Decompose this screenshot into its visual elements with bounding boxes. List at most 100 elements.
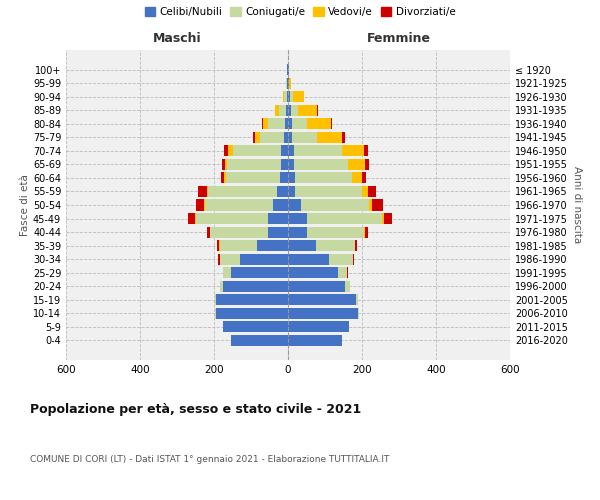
Bar (220, 280, 223, 292)
Bar (382, 213, 384, 224)
Bar (216, 294, 288, 306)
Bar (288, 322, 349, 332)
Bar (288, 294, 356, 306)
Bar (292, 118, 307, 130)
Bar (268, 118, 285, 130)
Bar (295, 186, 362, 197)
Bar (240, 254, 288, 264)
Bar (223, 280, 288, 292)
Bar (215, 294, 216, 306)
Bar (288, 159, 293, 170)
Bar (329, 254, 353, 264)
Bar (301, 200, 370, 210)
Bar (373, 200, 383, 210)
Bar (287, 64, 288, 75)
Bar (316, 240, 355, 251)
Bar (288, 335, 341, 346)
Bar (341, 146, 364, 156)
Bar (290, 91, 293, 102)
Bar (253, 132, 254, 143)
Bar (295, 172, 352, 184)
Bar (226, 172, 280, 184)
Bar (293, 146, 341, 156)
Bar (288, 213, 307, 224)
Bar (188, 213, 195, 224)
Bar (288, 226, 307, 237)
Bar (364, 146, 368, 156)
Bar (317, 132, 342, 143)
Bar (291, 104, 298, 116)
Bar (203, 200, 205, 210)
Bar (288, 104, 291, 116)
Bar (342, 132, 345, 143)
Bar (268, 226, 288, 237)
Bar (233, 146, 281, 156)
Bar (288, 200, 301, 210)
Bar (223, 322, 288, 332)
Bar (207, 226, 210, 237)
Bar (356, 294, 358, 306)
Bar (206, 186, 208, 197)
Bar (224, 146, 227, 156)
Bar (298, 104, 317, 116)
Text: Popolazione per età, sesso e stato civile - 2021: Popolazione per età, sesso e stato civil… (30, 402, 361, 415)
Bar (307, 118, 331, 130)
Bar (288, 267, 338, 278)
Bar (281, 159, 288, 170)
Bar (288, 280, 346, 292)
Bar (287, 91, 288, 102)
Bar (254, 132, 260, 143)
Bar (262, 118, 263, 130)
Bar (220, 240, 257, 251)
Bar (293, 91, 304, 102)
Bar (220, 254, 240, 264)
Bar (288, 172, 295, 184)
Bar (230, 267, 288, 278)
Bar (288, 132, 292, 143)
Bar (349, 159, 365, 170)
Bar (210, 226, 268, 237)
Y-axis label: Anni di nascita: Anni di nascita (572, 166, 581, 244)
Bar (307, 213, 382, 224)
Bar (292, 132, 317, 143)
Bar (273, 200, 288, 210)
Bar (365, 159, 368, 170)
Text: COMUNE DI CORI (LT) - Dati ISTAT 1° gennaio 2021 - Elaborazione TUTTITALIA.IT: COMUNE DI CORI (LT) - Dati ISTAT 1° genn… (30, 455, 389, 464)
Bar (268, 213, 288, 224)
Bar (225, 159, 227, 170)
Bar (230, 335, 288, 346)
Bar (199, 186, 206, 197)
Bar (288, 146, 293, 156)
Bar (195, 213, 196, 224)
Bar (284, 132, 288, 143)
Bar (307, 226, 364, 237)
Bar (285, 118, 288, 130)
Bar (288, 254, 329, 264)
Bar (362, 186, 368, 197)
Bar (286, 104, 288, 116)
Text: Maschi: Maschi (152, 32, 202, 46)
Bar (196, 213, 268, 224)
Bar (368, 186, 376, 197)
Bar (216, 308, 288, 319)
Bar (217, 240, 219, 251)
Bar (338, 267, 347, 278)
Bar (288, 308, 358, 319)
Bar (283, 91, 284, 102)
Bar (215, 308, 216, 319)
Bar (281, 146, 288, 156)
Bar (227, 159, 281, 170)
Bar (221, 172, 224, 184)
Bar (218, 254, 220, 264)
Bar (289, 78, 292, 88)
Bar (208, 186, 277, 197)
Bar (288, 240, 316, 251)
Bar (355, 240, 357, 251)
Bar (222, 159, 225, 170)
Bar (275, 104, 279, 116)
Legend: Celibi/Nubili, Coniugati/e, Vedovi/e, Divorziati/e: Celibi/Nubili, Coniugati/e, Vedovi/e, Di… (140, 2, 460, 21)
Bar (353, 254, 354, 264)
Bar (196, 200, 203, 210)
Bar (331, 118, 332, 130)
Bar (362, 172, 366, 184)
